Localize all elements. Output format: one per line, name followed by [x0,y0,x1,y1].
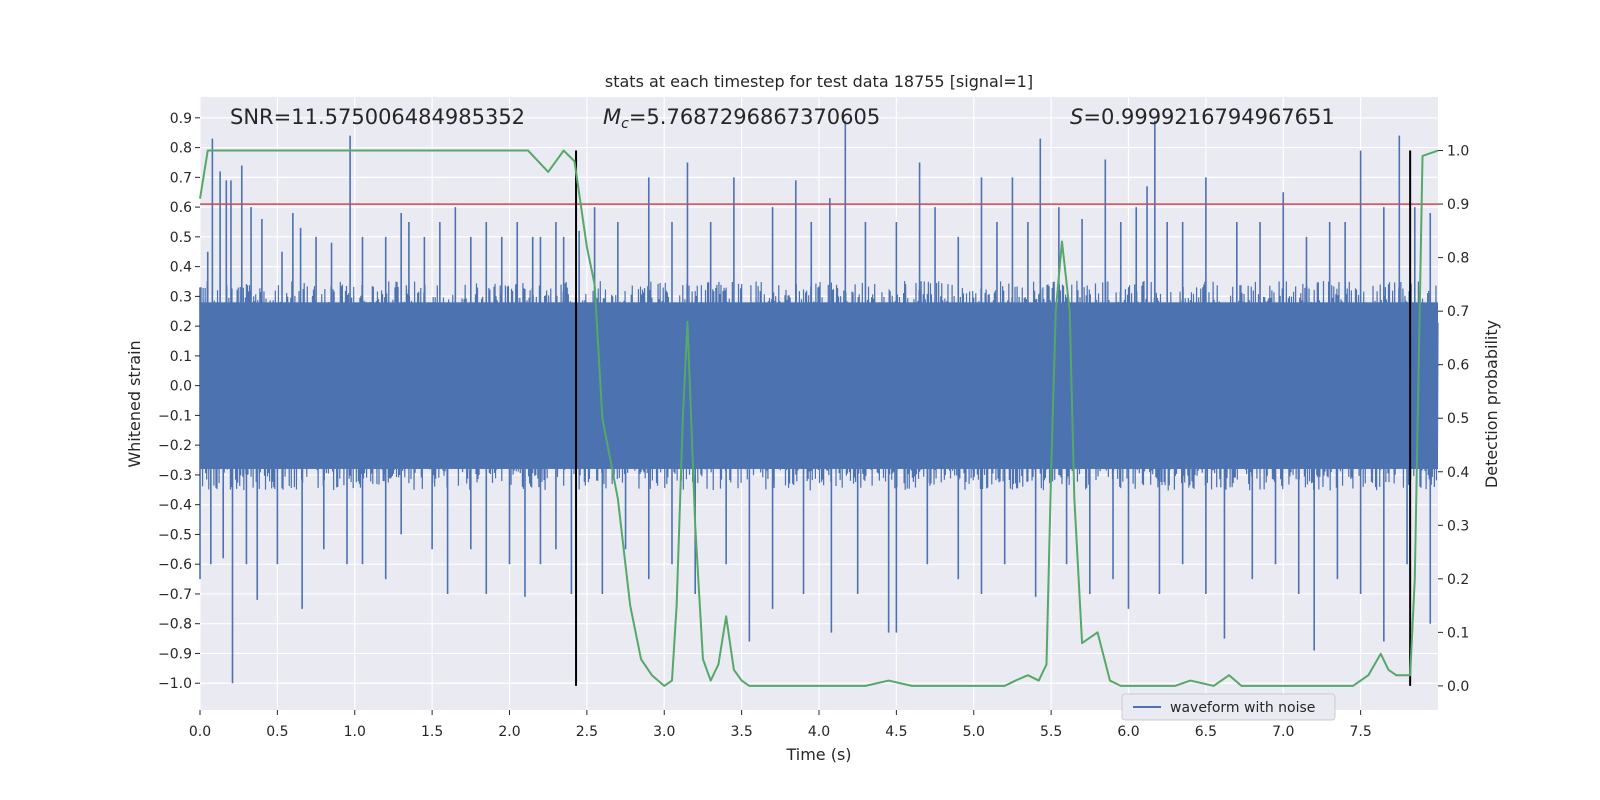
right-y-tick-label: 1.0 [1447,144,1469,160]
x-tick-label: 3.0 [653,724,675,740]
left-y-tick-label: 0.1 [170,349,192,365]
detection-probability-series [199,149,1439,687]
score-value: =0.9999216794967651 [1083,105,1334,129]
snr-annotation: SNR=11.575006484985352 [230,105,525,129]
chirp-mass-annotation: Mc=5.7687296867370605 [603,105,880,132]
x-ticks: 0.0 0.5 1.0 1.5 2.0 2.5 3.0 3.5 4.0 4.5 5.0 5.5 6.0 6… [189,710,1372,740]
right-y-tick-label: 0.8 [1447,251,1469,267]
x-tick-label: 0.5 [266,724,288,740]
x-tick-label: 3.5 [730,724,752,740]
right-y-tick-label: 0.4 [1447,465,1469,481]
x-tick-label: 7.5 [1349,724,1371,740]
x-tick-label: 1.5 [421,724,443,740]
left-y-tick-label: −0.1 [158,408,192,424]
right-y-ticks: 1.0 0.9 0.8 0.7 0.6 0.5 0.4 0.3 0.2 0.1 0.0 [1438,144,1469,695]
chart-title: stats at each timestep for test data 187… [605,72,1033,91]
left-y-tick-label: 0.0 [170,379,192,395]
right-y-tick-label: 0.0 [1447,679,1469,695]
right-y-tick-label: 0.6 [1447,358,1469,374]
waveform-core [200,302,1438,469]
detection-probability-line [199,149,1439,687]
left-y-tick-label: 0.6 [170,200,192,216]
x-axis-label: Time (s) [785,745,851,764]
x-tick-label: 6.5 [1195,724,1217,740]
left-y-tick-label: −0.8 [158,617,192,633]
right-y-tick-label: 0.1 [1447,625,1469,641]
left-y-tick-label: −0.2 [158,438,192,454]
x-tick-label: 4.5 [885,724,907,740]
right-y-tick-label: 0.9 [1447,197,1469,213]
legend-box [1121,693,1336,721]
left-y-tick-label: 0.4 [170,260,192,276]
left-y-axis-label: Whitened strain [125,340,144,467]
left-y-tick-label: −1.0 [158,676,192,692]
right-y-axis-label: Detection probability [1482,320,1501,488]
left-y-tick-label: −0.7 [158,587,192,603]
x-tick-label: 1.0 [344,724,366,740]
left-y-tick-label: 0.9 [170,111,192,127]
left-y-tick-label: 0.2 [170,319,192,335]
x-tick-label: 5.5 [1040,724,1062,740]
right-y-tick-label: 0.5 [1447,411,1469,427]
x-tick-label: 6.0 [1117,724,1139,740]
left-y-tick-label: −0.4 [158,498,192,514]
left-y-tick-label: 0.5 [170,230,192,246]
chirp-mass-symbol: M [603,105,621,129]
right-y-tick-label: 0.2 [1447,572,1469,588]
left-y-tick-label: 0.7 [170,170,192,186]
x-tick-label: 7.0 [1272,724,1294,740]
right-y-tick-label: 0.7 [1447,304,1469,320]
score-annotation: S=0.9999216794967651 [1070,105,1335,129]
score-symbol: S [1070,105,1083,129]
vertical-markers [575,150,1412,686]
x-tick-label: 2.5 [576,724,598,740]
chirp-mass-subscript: c [621,116,629,132]
left-y-tick-label: 0.3 [170,289,192,305]
legend-entry-waveform: waveform with noise [1170,700,1315,716]
right-y-tick-label: 0.3 [1447,518,1469,534]
x-tick-label: 2.0 [498,724,520,740]
waveform-band [199,280,1439,491]
left-y-ticks: 0.9 0.8 0.7 0.6 0.5 0.4 0.3 0.2 0.1 0.0 −0.1 −0.2 −0… [158,111,200,692]
left-y-tick-label: −0.6 [158,557,192,573]
left-y-tick-label: −0.3 [158,468,192,484]
x-tick-label: 4.0 [808,724,830,740]
left-y-tick-label: 0.8 [170,141,192,157]
x-tick-label: 5.0 [963,724,985,740]
legend: waveform with noise [1121,693,1336,721]
left-y-tick-label: −0.9 [158,646,192,662]
chirp-mass-value: =5.7687296867370605 [629,105,880,129]
x-tick-label: 0.0 [189,724,211,740]
left-y-tick-label: −0.5 [158,527,192,543]
